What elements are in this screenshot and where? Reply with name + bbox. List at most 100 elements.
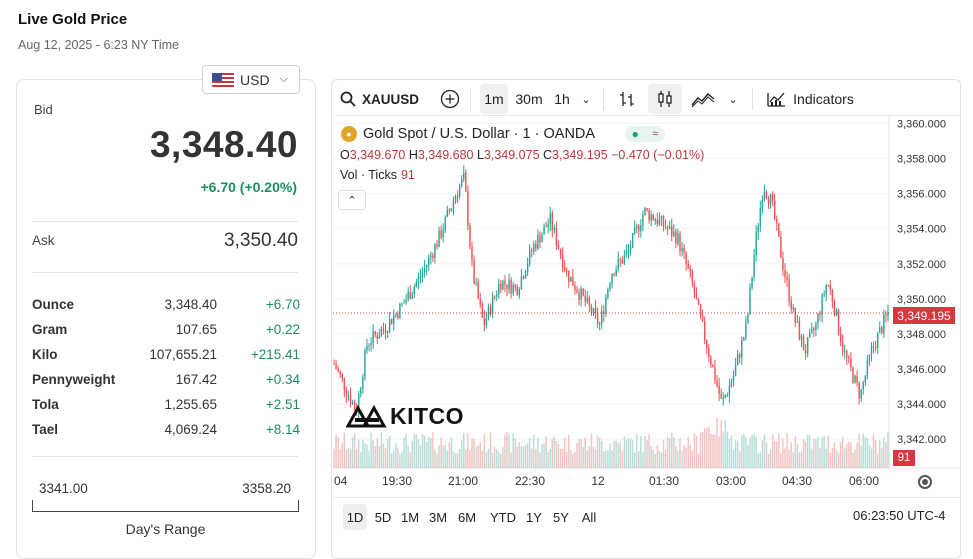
ohlc-readout: O3,349.670 H3,349.680 L3,349.075 C3,349.…	[340, 148, 704, 162]
compare-button[interactable]	[437, 84, 463, 114]
volume-bar	[808, 435, 811, 468]
logo-text: KITCO	[390, 402, 465, 429]
volume-bar	[621, 451, 624, 468]
interval-dropdown-chevron-icon[interactable]: ⌄	[581, 93, 591, 106]
candle-body	[741, 340, 743, 358]
candle-body	[788, 279, 790, 301]
interval-1m[interactable]: 1m	[480, 84, 508, 114]
candle-body	[879, 327, 881, 333]
volume-bar	[751, 434, 753, 468]
unit-row-tael: Tael 4,069.24 +8.14	[32, 417, 300, 442]
candle-chart-style-button[interactable]	[648, 84, 682, 114]
range-button-5y[interactable]: 5Y	[553, 509, 569, 525]
volume-bar	[388, 435, 391, 468]
range-label: Day's Range	[125, 521, 206, 537]
volume-bar	[759, 452, 762, 468]
interval-30m[interactable]: 30m	[515, 91, 543, 107]
volume-bar	[738, 451, 741, 468]
low-value: 3,349.075	[483, 148, 540, 162]
indicators-button[interactable]: Indicators	[762, 84, 858, 114]
volume-bar	[734, 440, 737, 468]
collapse-legend-button[interactable]: ⌃	[338, 190, 366, 210]
candle-body	[520, 276, 523, 289]
range-button-5d[interactable]: 5D	[374, 509, 392, 525]
interval-1h[interactable]: 1h	[554, 91, 570, 107]
volume-bar	[557, 444, 560, 468]
chart-legend-title: Gold Spot / U.S. Dollar · 1 · OANDA	[363, 126, 596, 142]
candle-body	[576, 290, 578, 293]
candle-body	[514, 284, 516, 287]
volume-bar	[780, 453, 782, 468]
candle-body	[668, 226, 671, 229]
volume-bar	[366, 444, 368, 468]
candle-body	[625, 251, 628, 255]
close-value: 3,349.195	[552, 148, 608, 162]
candle-body	[856, 375, 858, 383]
candle-body	[815, 323, 817, 331]
range-button-6m[interactable]: 6M	[457, 509, 477, 525]
currency-dropdown[interactable]: USD ⌵	[202, 65, 300, 94]
range-button-ytd[interactable]: YTD	[490, 509, 516, 525]
volume-bar	[347, 447, 350, 468]
candle-body	[413, 286, 416, 294]
volume-bar	[798, 452, 801, 468]
candle-body	[448, 210, 451, 212]
volume-bar	[397, 447, 399, 468]
volume-bar	[574, 451, 576, 468]
bar-chart-style-button[interactable]	[615, 84, 639, 114]
volume-bar	[409, 452, 411, 468]
volume-bar	[887, 432, 889, 468]
candle-body	[866, 359, 869, 376]
candle-body	[714, 367, 716, 381]
volume-bar	[442, 445, 444, 468]
range-button-1m[interactable]: 1M	[400, 509, 420, 525]
candle-body	[644, 208, 646, 215]
volume-bar	[638, 451, 640, 468]
volume-bar	[444, 444, 446, 468]
volume-bar	[576, 443, 578, 468]
volume-bar	[460, 440, 463, 468]
unit-row-kilo: Kilo 107,655.21 +215.41	[32, 342, 300, 367]
candle-body	[500, 283, 502, 290]
volume-bar	[776, 441, 778, 468]
candle-body	[837, 310, 840, 334]
price-chart[interactable]: 3,360.000 3,358.000 3,356.000 3,354.000 3,35…	[333, 116, 959, 496]
volume-bar	[757, 453, 759, 468]
range-bar	[32, 500, 299, 512]
candle-body	[691, 271, 694, 284]
candle-body	[518, 288, 521, 295]
volume-bar	[596, 436, 599, 468]
candle-body	[337, 368, 339, 371]
candle-body	[487, 306, 490, 319]
volume-bar	[440, 437, 442, 468]
candle-body	[528, 249, 531, 265]
volume-bar	[547, 452, 549, 468]
high-label: H	[408, 148, 418, 162]
candle-body	[860, 389, 862, 399]
candle-body	[683, 247, 685, 253]
volume-bar	[771, 434, 774, 468]
clock: 06:23:50 UTC-4	[853, 508, 946, 523]
candle-body	[660, 216, 663, 220]
volume-bar	[378, 446, 381, 468]
volume-bar	[341, 443, 343, 468]
volume-bar	[504, 434, 506, 468]
range-button-3m[interactable]: 3M	[428, 509, 448, 525]
market-status-pill: ● ≈	[625, 126, 665, 142]
area-chart-style-button[interactable]	[689, 84, 717, 114]
candle-body	[839, 333, 842, 343]
volume-bar	[823, 435, 825, 468]
volume-bar	[335, 434, 337, 468]
range-button-1d[interactable]: 1D	[343, 504, 367, 530]
candle-body	[881, 327, 883, 334]
candle-body	[483, 317, 486, 326]
candle-body	[384, 329, 387, 333]
volume-bar	[691, 450, 694, 468]
volume-label: Vol · Ticks	[340, 168, 397, 182]
range-button-all[interactable]: All	[581, 509, 597, 525]
chart-style-chevron-icon[interactable]: ⌄	[728, 93, 738, 106]
candle-body	[747, 314, 749, 323]
symbol-search[interactable]: XAUUSD	[340, 84, 424, 114]
range-button-1y[interactable]: 1Y	[526, 509, 542, 525]
gear-icon[interactable]	[918, 475, 932, 489]
